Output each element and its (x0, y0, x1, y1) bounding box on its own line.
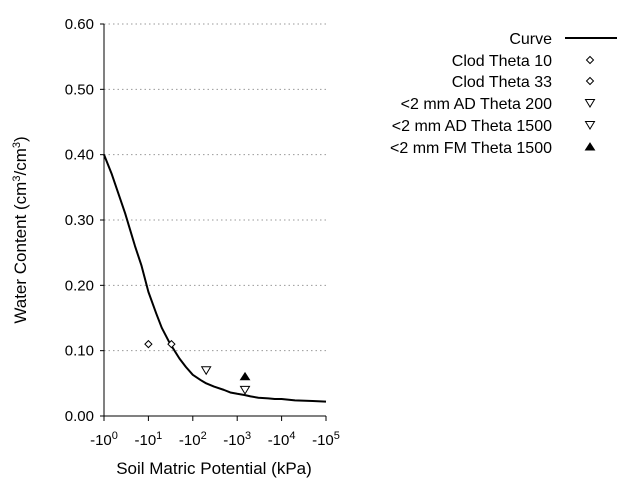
legend-label: Clod Theta 33 (452, 74, 552, 91)
y-tick-label: 0.60 (65, 16, 94, 33)
curve-line (103, 154, 327, 403)
legend-marker (585, 55, 595, 65)
x-tick-label: -102 (179, 430, 207, 449)
x-tick-exponent: 4 (289, 430, 295, 442)
x-tick-label: -101 (134, 430, 162, 449)
legend-marker (585, 76, 595, 86)
x-tick-exponent: 3 (245, 430, 251, 442)
x-tick-exponent: 0 (112, 430, 118, 442)
y-axis-title-sup1: 3 (11, 176, 23, 182)
legend-label: Curve (509, 31, 552, 48)
legend: Curve Clod Theta 10 Clod Theta 33 <2 mm AD … (390, 31, 617, 157)
data-point (239, 385, 251, 395)
x-axis-title: Soil Matric Potential (kPa) (116, 459, 312, 478)
y-axis-title-sup2: 3 (11, 142, 23, 148)
x-tick-base: -10 (90, 432, 112, 449)
x-tick-base: -10 (179, 432, 201, 449)
y-tick-label: 0.50 (65, 81, 94, 98)
x-tick-base: -10 (134, 432, 156, 449)
x-tick-base: -10 (268, 432, 290, 449)
data-point (144, 339, 153, 349)
y-axis-title-end: ) (11, 136, 30, 142)
legend-label: <2 mm AD Theta 1500 (392, 118, 552, 135)
x-tick-label: -103 (223, 430, 251, 449)
legend-label: <2 mm FM Theta 1500 (390, 140, 552, 157)
data-point (200, 366, 212, 376)
legend-marker (584, 121, 596, 130)
legend-marker (584, 142, 596, 151)
data-point (167, 339, 176, 349)
x-tick-base: -10 (223, 432, 245, 449)
plot-area (103, 154, 327, 403)
x-tick-label: -100 (90, 430, 118, 449)
axes: 0.000.100.200.300.400.500.60-100 -101 -102… (65, 16, 340, 449)
x-tick-label: -104 (268, 430, 296, 449)
x-tick-label: -105 (312, 430, 340, 449)
legend-marker (584, 99, 596, 108)
y-tick-label: 0.40 (65, 147, 94, 164)
grid-lines (104, 23, 326, 352)
y-axis-title-mid: /cm (11, 148, 30, 175)
x-tick-base: -10 (312, 432, 334, 449)
x-tick-exponent: 1 (156, 430, 162, 442)
x-tick-exponent: 5 (334, 430, 340, 442)
y-tick-label: 0.00 (65, 408, 94, 425)
data-point (239, 371, 251, 381)
x-tick-exponent: 2 (201, 430, 207, 442)
legend-label: Clod Theta 10 (452, 53, 552, 70)
y-axis-title: Water Content (cm3/cm3) (11, 136, 30, 323)
legend-label: <2 mm AD Theta 200 (401, 96, 552, 113)
y-tick-label: 0.30 (65, 212, 94, 229)
y-axis-title-main: Water Content (cm (11, 182, 30, 324)
y-tick-label: 0.10 (65, 343, 94, 360)
y-tick-label: 0.20 (65, 277, 94, 294)
